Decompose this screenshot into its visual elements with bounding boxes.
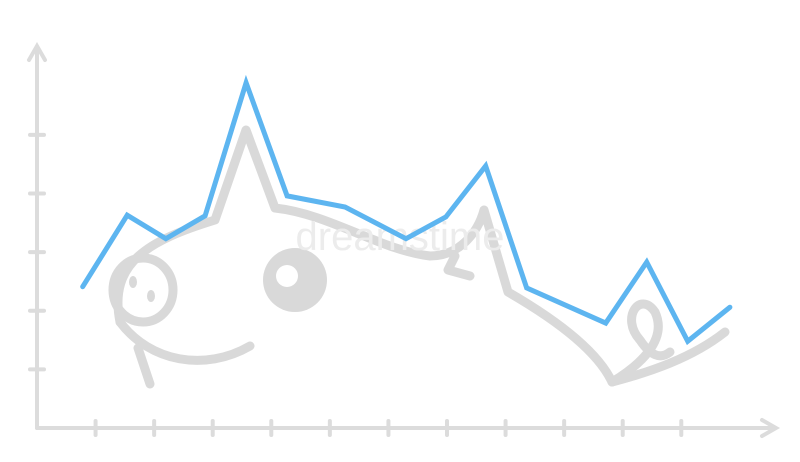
x-axis	[35, 418, 781, 438]
data-line	[80, 74, 733, 346]
y-axis	[27, 41, 47, 430]
